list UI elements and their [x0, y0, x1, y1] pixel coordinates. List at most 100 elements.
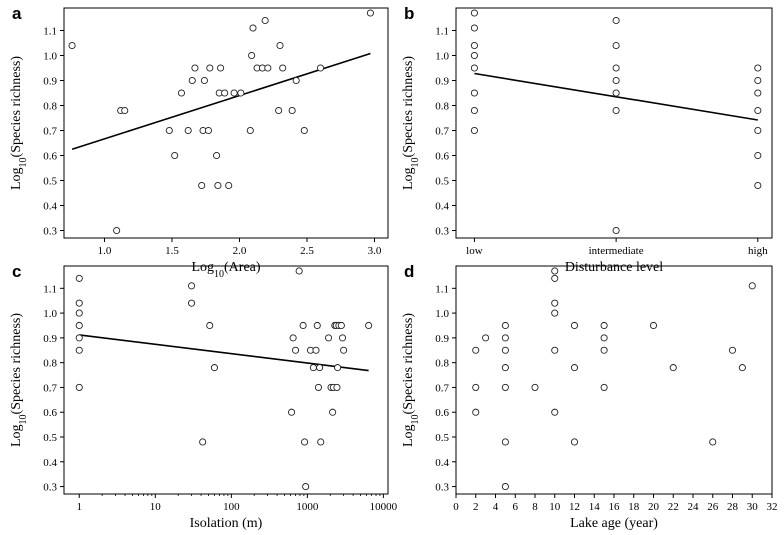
- y-tick-label: 1.1: [435, 26, 449, 38]
- data-point: [214, 181, 222, 190]
- y-tick-label: 0.4: [43, 201, 57, 213]
- x-tick-label: 1: [77, 501, 83, 513]
- y-tick-label: 0.7: [43, 382, 57, 394]
- data-point: [75, 321, 83, 330]
- x-tick-label: 30: [747, 501, 759, 513]
- data-point: [217, 64, 225, 72]
- x-tick-label: 26: [707, 501, 719, 513]
- y-tick-label: 0.4: [435, 201, 449, 213]
- y-tick-label: 0.6: [43, 407, 57, 419]
- data-point: [470, 126, 478, 135]
- x-tick-label: 1.5: [165, 245, 179, 257]
- data-point: [709, 438, 717, 446]
- y-tick-label: 0.6: [435, 151, 449, 163]
- data-point: [279, 64, 287, 72]
- x-tick-label: high: [748, 245, 768, 257]
- y-tick-label: 0.5: [43, 176, 57, 188]
- regression-line: [79, 334, 369, 372]
- data-point: [470, 41, 478, 50]
- y-axis-title: Log10(Species richness): [401, 313, 421, 447]
- data-point: [754, 106, 762, 115]
- y-tick-label: 0.8: [43, 358, 57, 370]
- x-tick-label: 16: [609, 501, 621, 513]
- data-point: [301, 438, 309, 446]
- y-tick-label: 0.9: [43, 76, 57, 88]
- data-point: [501, 334, 509, 342]
- data-point: [501, 321, 509, 330]
- data-point: [316, 364, 324, 372]
- y-tick-label: 1.0: [435, 51, 449, 63]
- data-point: [121, 106, 129, 115]
- data-point: [570, 364, 579, 372]
- data-point: [171, 151, 179, 160]
- data-point: [200, 76, 208, 85]
- data-point: [754, 151, 762, 160]
- x-tick-label: 10: [549, 501, 561, 513]
- data-point: [204, 126, 212, 135]
- panel-b: 0.3 0.4 0.5 0.6 0.7 0.8 0.9 1.0 1.1 low intermedia…: [401, 4, 773, 275]
- y-axis-title: Log10(Species richness): [9, 56, 29, 190]
- data-point: [612, 89, 620, 97]
- y-tick-label: 0.9: [43, 333, 57, 345]
- data-point: [313, 321, 321, 330]
- data-point: [334, 364, 342, 372]
- y-tick-label: 0.5: [435, 432, 449, 444]
- data-point: [249, 24, 257, 32]
- y-tick-label: 1.0: [43, 51, 57, 63]
- y-tick-label: 1.1: [435, 283, 449, 295]
- y-tick-label: 0.3: [43, 226, 57, 238]
- data-point: [75, 383, 83, 391]
- x-tick-label: 32: [767, 501, 778, 513]
- data-point: [470, 89, 478, 97]
- data-point: [551, 267, 559, 275]
- data-point: [669, 364, 677, 372]
- data-point: [612, 106, 620, 115]
- data-point: [754, 89, 762, 97]
- panel-letter: a: [12, 4, 22, 23]
- x-axis-title: Isolation (m): [190, 516, 263, 531]
- data-point: [295, 267, 303, 275]
- x-tick-label: 10000: [370, 501, 398, 513]
- data-point: [177, 89, 185, 97]
- data-point: [225, 181, 233, 190]
- data-point: [754, 76, 762, 85]
- data-point: [316, 64, 325, 72]
- plot-frame: [63, 265, 389, 495]
- data-point: [570, 438, 579, 446]
- data-point: [68, 41, 76, 50]
- data-point: [754, 181, 762, 190]
- data-point: [248, 51, 256, 60]
- data-point: [570, 321, 579, 330]
- plot-frame: [455, 265, 773, 495]
- data-point: [337, 321, 345, 330]
- data-point: [75, 274, 83, 282]
- data-point: [600, 346, 608, 354]
- data-point: [365, 321, 373, 330]
- data-point: [75, 299, 83, 307]
- data-point: [288, 106, 296, 115]
- data-point: [302, 483, 310, 491]
- panel-letter: d: [404, 262, 414, 281]
- data-point: [188, 76, 196, 85]
- data-point: [551, 309, 559, 317]
- x-tick-label: 10: [150, 501, 162, 513]
- data-point: [612, 226, 620, 235]
- regression-line: [474, 72, 758, 121]
- data-point: [288, 408, 296, 416]
- data-point: [165, 126, 173, 135]
- y-tick-label: 0.4: [43, 457, 57, 469]
- y-tick-label: 0.9: [435, 76, 449, 88]
- x-tick-label: 100: [223, 501, 240, 513]
- y-tick-label: 0.5: [435, 176, 449, 188]
- data-point: [531, 383, 539, 391]
- y-tick-label: 0.8: [43, 101, 57, 113]
- data-point: [612, 64, 620, 72]
- data-point: [292, 76, 300, 85]
- x-tick-label: 22: [668, 501, 679, 513]
- y-tick-label: 1.1: [43, 26, 57, 38]
- x-axis-title: Lake age (year): [570, 516, 658, 531]
- data-point: [199, 438, 207, 446]
- data-point: [501, 346, 509, 354]
- data-point: [75, 346, 83, 354]
